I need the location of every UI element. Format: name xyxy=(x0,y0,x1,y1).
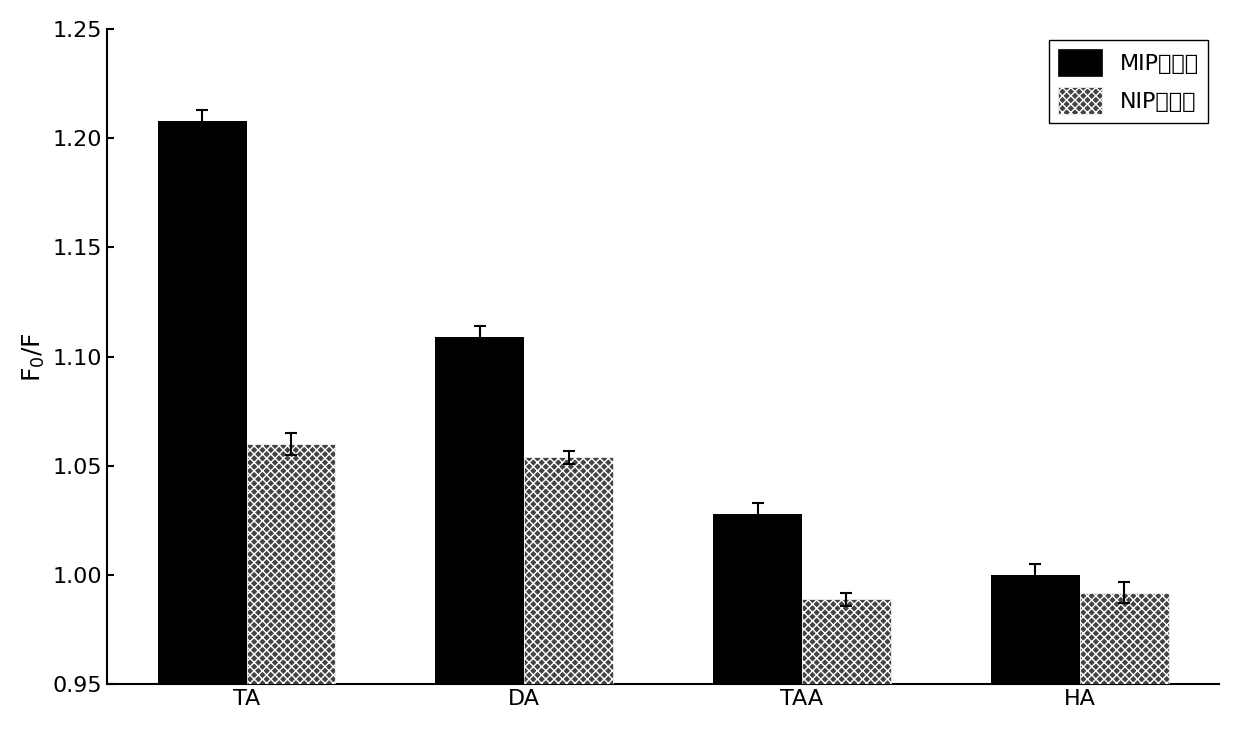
Bar xyxy=(247,444,335,730)
Bar xyxy=(525,457,613,730)
Bar xyxy=(713,514,802,730)
Bar xyxy=(1080,593,1168,730)
Bar xyxy=(435,337,525,730)
Bar xyxy=(991,575,1080,730)
Bar xyxy=(802,599,890,730)
Bar xyxy=(157,120,247,730)
Legend: MIP试纸条, NIP试纸条: MIP试纸条, NIP试纸条 xyxy=(1049,40,1208,123)
Y-axis label: F$_0$/F: F$_0$/F xyxy=(21,331,47,382)
